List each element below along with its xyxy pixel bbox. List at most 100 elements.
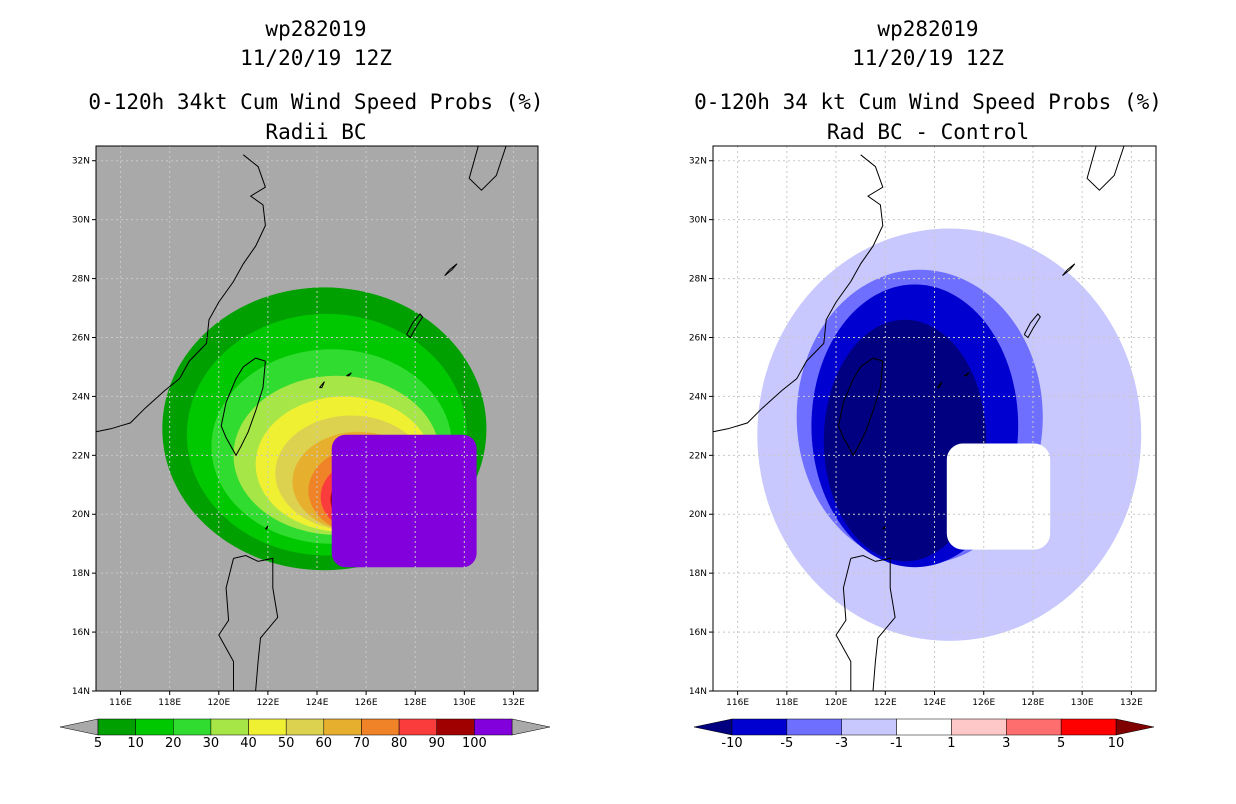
left-panel: wp282019 11/20/19 12Z 0-120h 34kt Cum Wi… (59, 17, 551, 751)
probability-field (162, 287, 487, 571)
colorbar-tick-label: -10 (721, 736, 742, 751)
y-tick-label: 16N (689, 628, 707, 638)
x-tick-label: 126E (972, 698, 995, 708)
y-tick-label: 14N (72, 687, 90, 697)
y-tick-label: 18N (689, 569, 707, 579)
right-colorbar: -10 -5 -3 -1 1 3 5 10 (693, 718, 1155, 751)
y-tick-label: 30N (72, 216, 90, 226)
left-colorbar: 5 10 20 30 40 50 60 70 80 90 100 (59, 718, 551, 751)
left-storm-id: wp282019 (265, 17, 366, 41)
x-tick-label: 132E (1120, 698, 1143, 708)
colorbar-tick-label: 3 (1002, 736, 1010, 751)
colorbar-swatch (896, 718, 952, 736)
y-tick-label: 28N (689, 275, 707, 285)
colorbar-tick-label: 5 (1057, 736, 1065, 751)
y-tick-label: 32N (72, 157, 90, 167)
zero-difference-area (946, 443, 1051, 550)
right-storm-id: wp282019 (877, 17, 978, 41)
left-subtitle: Radii BC (265, 120, 366, 144)
coastline-babuyan (882, 525, 886, 530)
y-tick-label: 26N (72, 333, 90, 343)
colorbar-tick-label: 80 (391, 736, 408, 751)
x-tick-label: 120E (207, 698, 230, 708)
x-tick-label: 122E (874, 698, 897, 708)
colorbar-swatch (135, 718, 174, 736)
colorbar-tick-label: -1 (890, 736, 903, 751)
colorbar-swatch (285, 718, 325, 736)
colorbar-swatch (786, 718, 842, 736)
colorbar-swatch (731, 718, 788, 736)
colorbar-extend-low (59, 718, 99, 736)
coastline-kyushu (468, 146, 507, 191)
colorbar-tick-label: 30 (203, 736, 220, 751)
coastlines (713, 146, 1125, 691)
x-tick-label: 128E (404, 698, 427, 708)
coastline-china (713, 154, 884, 433)
colorbar-tick-label: 10 (127, 736, 144, 751)
right-map: 116E 118E 120E 122E 124E 126E 128E 130E 132E 14N 1… (689, 145, 1157, 708)
x-tick-label: 132E (502, 698, 525, 708)
y-tick-label: 32N (689, 157, 707, 167)
left-map: 116E 118E 120E 122E 124E 126E 128E 130E 132E 14N 1… (72, 117, 539, 708)
x-tick-label: 130E (453, 698, 476, 708)
y-tick-label: 30N (689, 216, 707, 226)
colorbar-swatch (1060, 718, 1117, 736)
colorbar-extend-low (693, 718, 733, 736)
y-tick-label: 20N (72, 510, 90, 520)
coastline-ishigaki (936, 381, 943, 389)
contour-level-100 (331, 434, 477, 568)
x-tick-label: 128E (1022, 698, 1045, 708)
x-tick-label: 116E (726, 698, 749, 708)
left-datetime: 11/20/19 12Z (240, 46, 392, 70)
colorbar-swatch (951, 718, 1007, 736)
colorbar-swatch (1006, 718, 1062, 736)
coastline-ishigaki (319, 381, 325, 389)
colorbar-tick-label: 1 (947, 736, 955, 751)
colorbar-tick-label: 40 (240, 736, 257, 751)
colorbar-swatch (210, 718, 249, 736)
colorbar-swatch (173, 718, 212, 736)
colorbar-swatch (474, 718, 513, 736)
coastline-jeju (371, 117, 388, 126)
coastline-luzon (218, 554, 279, 691)
x-tick-label: 124E (306, 698, 329, 708)
colorbar-tick-label: 100 (462, 736, 487, 751)
x-tick-label: 122E (256, 698, 279, 708)
y-tick-label: 14N (689, 687, 707, 697)
coastline-amami (444, 263, 458, 276)
colorbar-tick-label: 90 (428, 736, 445, 751)
coastline-okinawa (1023, 313, 1041, 339)
grid (713, 146, 1156, 692)
x-tick-label: 118E (158, 698, 181, 708)
coastline-miyako (963, 372, 970, 377)
coastline-taiwan (837, 357, 884, 457)
colorbar-extend-high (1115, 718, 1155, 736)
y-tick-label: 22N (72, 451, 90, 461)
y-tick-label: 16N (72, 628, 90, 638)
coastline-okinawa (406, 313, 424, 339)
y-tick-label: 24N (689, 392, 707, 402)
x-tick-label: 120E (825, 698, 848, 708)
colorbar-tick-label: 70 (353, 736, 370, 751)
colorbar-swatch (841, 718, 897, 736)
contour-level-neg10 (823, 319, 987, 562)
coastline-miyako (346, 372, 352, 377)
colorbar-swatch (361, 718, 400, 736)
coastline-amami (1062, 263, 1076, 276)
colorbar-tick-label: 20 (165, 736, 182, 751)
x-tick-label: 118E (775, 698, 798, 708)
left-title: 0-120h 34kt Cum Wind Speed Probs (%) (88, 90, 543, 114)
right-title: 0-120h 34 kt Cum Wind Speed Probs (%) (694, 90, 1162, 114)
y-tick-label: 18N (72, 569, 90, 579)
coastline-taiwan (220, 357, 266, 457)
y-tick-label: 24N (72, 392, 90, 402)
colorbar-swatch (248, 718, 287, 736)
x-tick-label: 124E (923, 698, 946, 708)
colorbar-tick-label: 50 (278, 736, 295, 751)
right-datetime: 11/20/19 12Z (852, 46, 1004, 70)
colorbar-swatch (436, 718, 475, 736)
coastlines (96, 117, 507, 691)
probability-field (757, 228, 1142, 641)
